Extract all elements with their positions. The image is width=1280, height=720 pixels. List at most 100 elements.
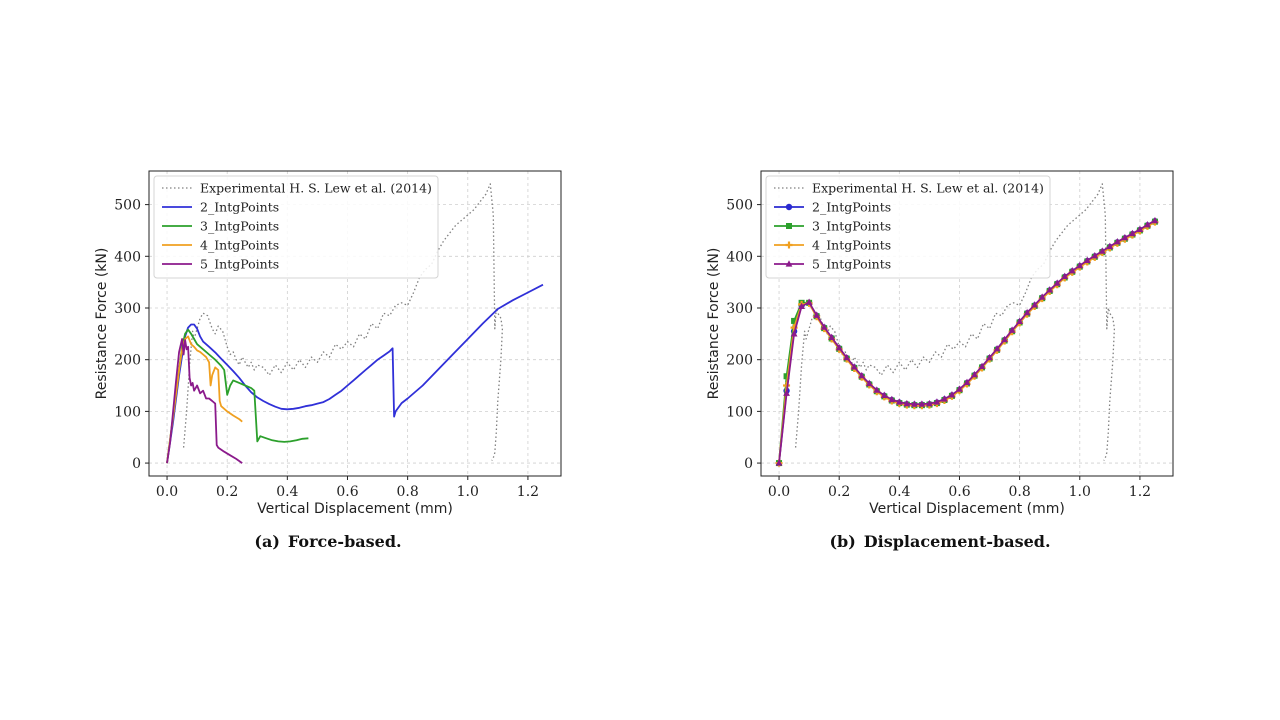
series-4-point-37 (1053, 279, 1061, 286)
y-tick-label-1: 100 (726, 404, 753, 420)
legend-marker-3 (785, 241, 793, 249)
x-tick-label-3: 0.6 (336, 484, 358, 500)
y-tick-label-0: 0 (744, 456, 753, 472)
legend: Experimental H. S. Lew et al. (2014) 2_In… (153, 175, 439, 279)
series-4-point-30 (1001, 335, 1008, 343)
series-4-point-3 (798, 302, 805, 310)
series-line-2 (166, 328, 309, 464)
x-tick-label-6: 1.2 (517, 484, 539, 500)
series-4-point-22 (941, 395, 948, 402)
series-4-point-42 (1091, 251, 1099, 259)
legend-marker-2 (786, 223, 792, 229)
legend-label-1: 2_IntgPoints (812, 200, 891, 215)
series-4-point-41 (1083, 256, 1091, 264)
x-tick-label-5: 1.0 (457, 484, 479, 500)
caption-text: Displacement-based. (864, 532, 1051, 551)
series-4-point-15 (888, 395, 896, 403)
series-2-point-2 (791, 317, 798, 324)
x-tick-label-2: 0.4 (888, 484, 910, 500)
series-4-point-19 (918, 400, 926, 407)
legend-label-0: Experimental H. S. Lew et al. (2014) (812, 181, 1044, 196)
y-tick-label-1: 100 (114, 404, 141, 420)
y-tick-label-2: 200 (726, 353, 753, 369)
legend-label-2: 3_IntgPoints (812, 219, 891, 234)
series-4-point-14 (880, 391, 888, 398)
series-4-point-6 (820, 323, 828, 330)
x-axis-label: Vertical Displacement (mm) (869, 501, 1065, 517)
legend-label-3: 4_IntgPoints (812, 238, 891, 253)
y-tick-label-3: 300 (726, 301, 753, 317)
plot-frame (148, 170, 562, 477)
series-4-point-35 (1038, 293, 1046, 300)
series-4-point-7 (828, 333, 836, 341)
series-4-point-38 (1061, 272, 1069, 280)
y-tick-label-3: 300 (114, 301, 141, 317)
y-tick-label-0: 0 (132, 456, 141, 472)
series-4-point-20 (926, 399, 933, 407)
series-2-point-1 (783, 373, 790, 380)
plot-frame (760, 170, 1174, 477)
figure-caption: (b) Displacement-based. (829, 532, 1050, 551)
series-4-point-26 (971, 370, 978, 378)
x-tick-label-1: 0.2 (216, 484, 238, 500)
series-4-point-29 (993, 345, 1001, 352)
series-4-point-40 (1076, 261, 1084, 269)
x-tick-label-6: 1.2 (1129, 484, 1151, 500)
series-4-point-11 (858, 371, 866, 379)
legend: Experimental H. S. Lew et al. (2014) 2_In… (765, 175, 1051, 279)
series-4-point-13 (873, 386, 881, 393)
y-tick-label-5: 500 (726, 198, 753, 214)
x-tick-label-3: 0.6 (948, 484, 970, 500)
series-4-point-25 (963, 378, 971, 386)
series-4-point-16 (895, 398, 903, 405)
series-4-point-32 (1016, 317, 1024, 325)
series-4-point-33 (1023, 308, 1031, 316)
series-4-point-28 (986, 353, 993, 361)
y-tick-label-2: 200 (114, 353, 141, 369)
panel-force-based: 0.0 0.2 0.4 0.6 0.8 1.0 1.2 0 100 200 300 400 500 Ver… (94, 170, 562, 551)
series-4-point-39 (1068, 266, 1076, 274)
x-tick-label-2: 0.4 (276, 484, 298, 500)
y-tick-label-5: 500 (114, 198, 141, 214)
series-4-point-50 (1151, 216, 1159, 224)
legend-box (765, 175, 1051, 279)
x-tick-label-4: 0.8 (1008, 484, 1030, 500)
x-tick-label-0: 0.0 (768, 484, 790, 500)
x-tick-label-4: 0.8 (396, 484, 418, 500)
series-4-point-43 (1098, 247, 1106, 254)
legend-label-3: 4_IntgPoints (200, 238, 279, 253)
series-4-point-23 (948, 391, 956, 398)
figure-caption: (a) Force-based. (254, 532, 401, 551)
legend-label-1: 2_IntgPoints (200, 200, 279, 215)
series-4-point-46 (1121, 233, 1129, 241)
legend-marker-4 (785, 260, 793, 267)
y-tick-label-4: 400 (114, 249, 141, 265)
series-4-point-49 (1144, 220, 1151, 228)
x-tick-label-1: 0.2 (828, 484, 850, 500)
y-axis-label: Resistance Force (kN) (94, 248, 110, 400)
series-line-0 (182, 183, 504, 461)
series-4-point-45 (1113, 238, 1121, 245)
x-tick-label-5: 1.0 (1069, 484, 1091, 500)
caption-text: Force-based. (288, 532, 402, 551)
series-4-point-10 (850, 363, 858, 370)
series-4-point-4 (805, 298, 813, 305)
series-4-point-1 (783, 389, 790, 396)
series-4-point-21 (933, 398, 941, 405)
series-4-point-17 (903, 399, 911, 407)
series-4-point-9 (843, 353, 851, 361)
x-axis-label: Vertical Displacement (mm) (257, 501, 453, 517)
series-4-point-34 (1031, 301, 1039, 308)
series-4-point-18 (910, 400, 918, 407)
legend-marker-1 (785, 203, 793, 211)
series-4-point-48 (1136, 225, 1144, 233)
series-4-point-24 (956, 385, 963, 392)
series-4-point-47 (1129, 229, 1136, 237)
series-line-4 (166, 338, 243, 464)
series-4-point-12 (865, 379, 873, 387)
legend-label-2: 3_IntgPoints (200, 219, 279, 234)
legend-box (153, 175, 439, 279)
series-4-point-31 (1008, 326, 1016, 333)
series-4-point-44 (1106, 242, 1114, 250)
